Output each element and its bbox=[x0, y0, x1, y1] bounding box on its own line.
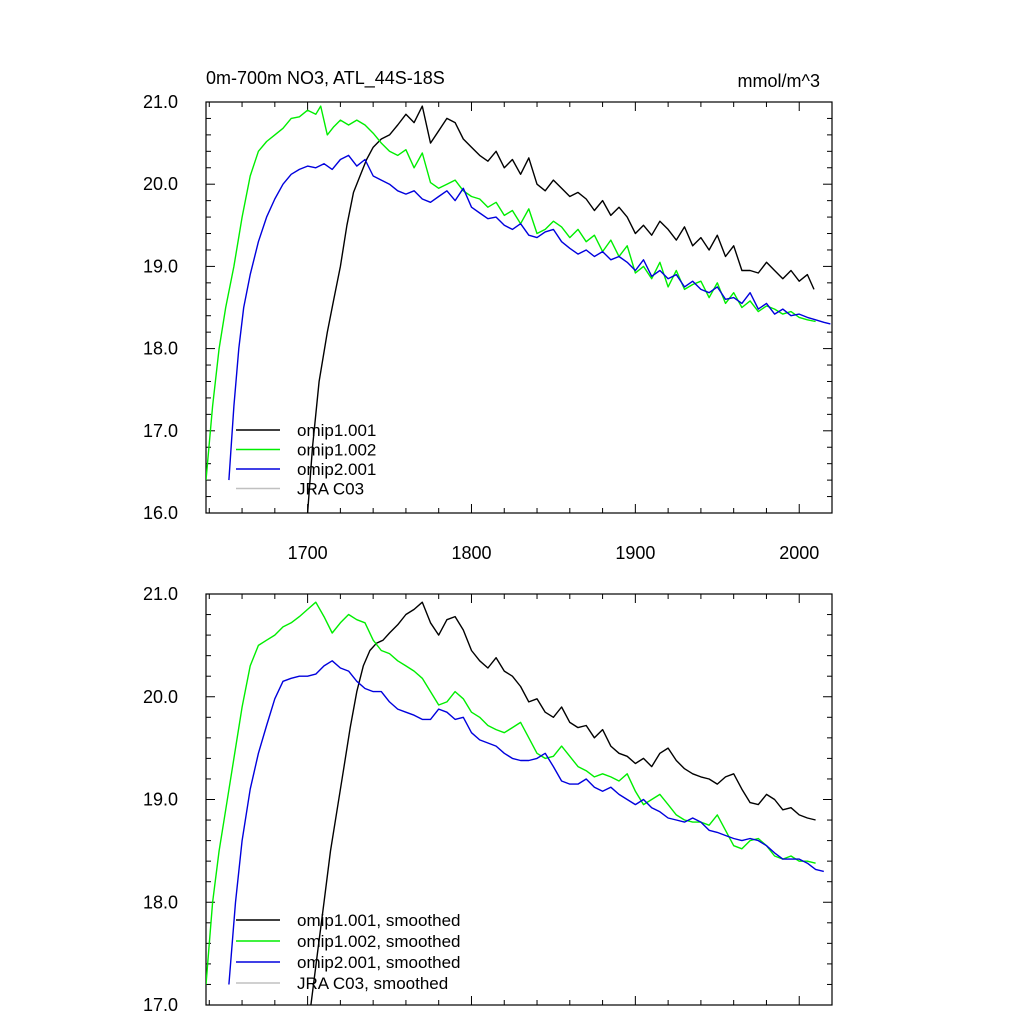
legend-label-jra-c03-smoothed: JRA C03, smoothed bbox=[297, 974, 448, 993]
y-tick-label: 17.0 bbox=[143, 421, 178, 441]
y-tick-label: 21.0 bbox=[143, 584, 178, 604]
units-label: mmol/m^3 bbox=[738, 71, 820, 91]
x-tick-label: 1900 bbox=[615, 543, 655, 563]
series-line-omip1-002 bbox=[206, 105, 816, 481]
x-tick-label: 1700 bbox=[288, 543, 328, 563]
y-tick-label: 21.0 bbox=[143, 92, 178, 112]
y-tick-label: 16.0 bbox=[143, 503, 178, 523]
y-tick-label: 20.0 bbox=[143, 687, 178, 707]
series-line-omip1-001 bbox=[306, 105, 815, 513]
series-line-omip1-002-smoothed bbox=[206, 601, 816, 985]
panel-2: 17.0 18.0 19.0 20.0 21.0 bbox=[143, 584, 833, 1015]
series-line-omip2-001-smoothed bbox=[228, 660, 824, 985]
y-tick-label: 20.0 bbox=[143, 174, 178, 194]
x-tick-label: 2000 bbox=[779, 543, 819, 563]
legend-label-jra-c03: JRA C03 bbox=[297, 480, 364, 499]
y-tick-label: 19.0 bbox=[143, 790, 178, 810]
y-tick-label: 18.0 bbox=[143, 339, 178, 359]
legend-label-omip2-001-smoothed: omip2.001, smoothed bbox=[297, 953, 461, 972]
y-tick-label: 18.0 bbox=[143, 892, 178, 912]
panel-1: 16.0 17.0 18.0 19.0 20.0 21.0 1700 1800 1900 2000 bbox=[143, 92, 833, 563]
legend-label-omip1-002: omip1.002 bbox=[297, 441, 376, 460]
legend-label-omip2-001: omip2.001 bbox=[297, 460, 376, 479]
y-tick-label: 17.0 bbox=[143, 995, 178, 1015]
legend-label-omip1-002-smoothed: omip1.002, smoothed bbox=[297, 932, 461, 951]
x-tick-label: 1800 bbox=[451, 543, 491, 563]
legend-label-omip1-001-smoothed: omip1.001, smoothed bbox=[297, 911, 461, 930]
series-line-omip2-001 bbox=[228, 154, 831, 481]
series-line-omip1-001-smoothed bbox=[310, 601, 816, 1005]
y-tick-label: 19.0 bbox=[143, 256, 178, 276]
legend-label-omip1-001: omip1.001 bbox=[297, 421, 376, 440]
chart-title: 0m-700m NO3, ATL_44S-18S bbox=[206, 68, 445, 89]
plot-frame bbox=[205, 101, 833, 514]
